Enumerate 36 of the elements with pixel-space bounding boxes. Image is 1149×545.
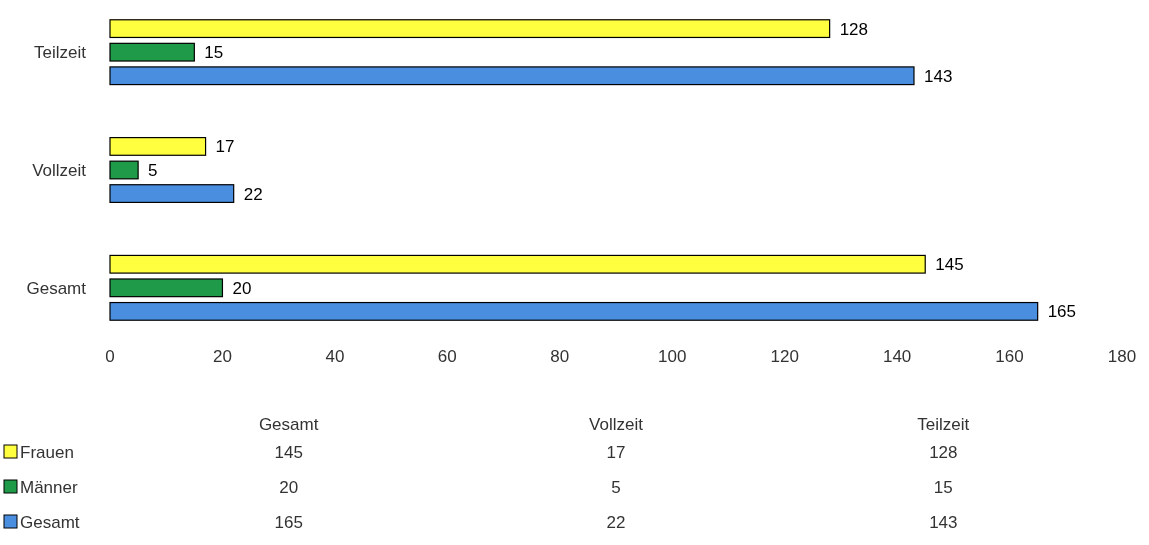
x-tick-label: 60 [437,347,457,366]
data-label: 143 [923,66,953,86]
x-tick-label: 80 [550,347,570,366]
y-tick-label: Gesamt [26,278,87,298]
x-tick-label: 120 [770,347,799,366]
category-label: Teilzeit [917,415,970,434]
y-tick-label: Vollzeit [32,160,87,180]
text: 145 [274,443,303,462]
data-label: 20 [232,278,252,298]
text: 20 [279,478,299,497]
data-label: 22 [243,184,263,204]
legend-label: Männer [20,478,78,497]
x-tick-label: 140 [882,347,912,366]
text: 5 [611,478,621,497]
text: 17 [606,443,626,462]
text: 143 [929,513,958,532]
text: 22 [606,513,626,532]
category-label: Gesamt [258,415,319,434]
text: 128 [929,443,958,462]
x-tick-label: 20 [212,347,232,366]
data-label: 145 [935,255,964,275]
category-label: Vollzeit [589,415,643,434]
x-tick-label: 0 [105,347,115,366]
x-tick-label: 100 [658,347,687,366]
data-label: 15 [204,43,224,63]
data-label: 128 [839,19,869,39]
x-tick-label: 180 [1107,347,1137,366]
y-tick-label: Teilzeit [34,43,87,63]
text: 15 [933,478,953,497]
data-label: 165 [1047,302,1077,322]
data-label: 5 [148,160,158,180]
x-tick-label: 40 [325,347,345,366]
x-tick-label: 160 [995,347,1024,366]
text: 165 [274,513,303,532]
legend-label: Frauen [20,443,74,462]
data-label: 17 [215,137,235,157]
